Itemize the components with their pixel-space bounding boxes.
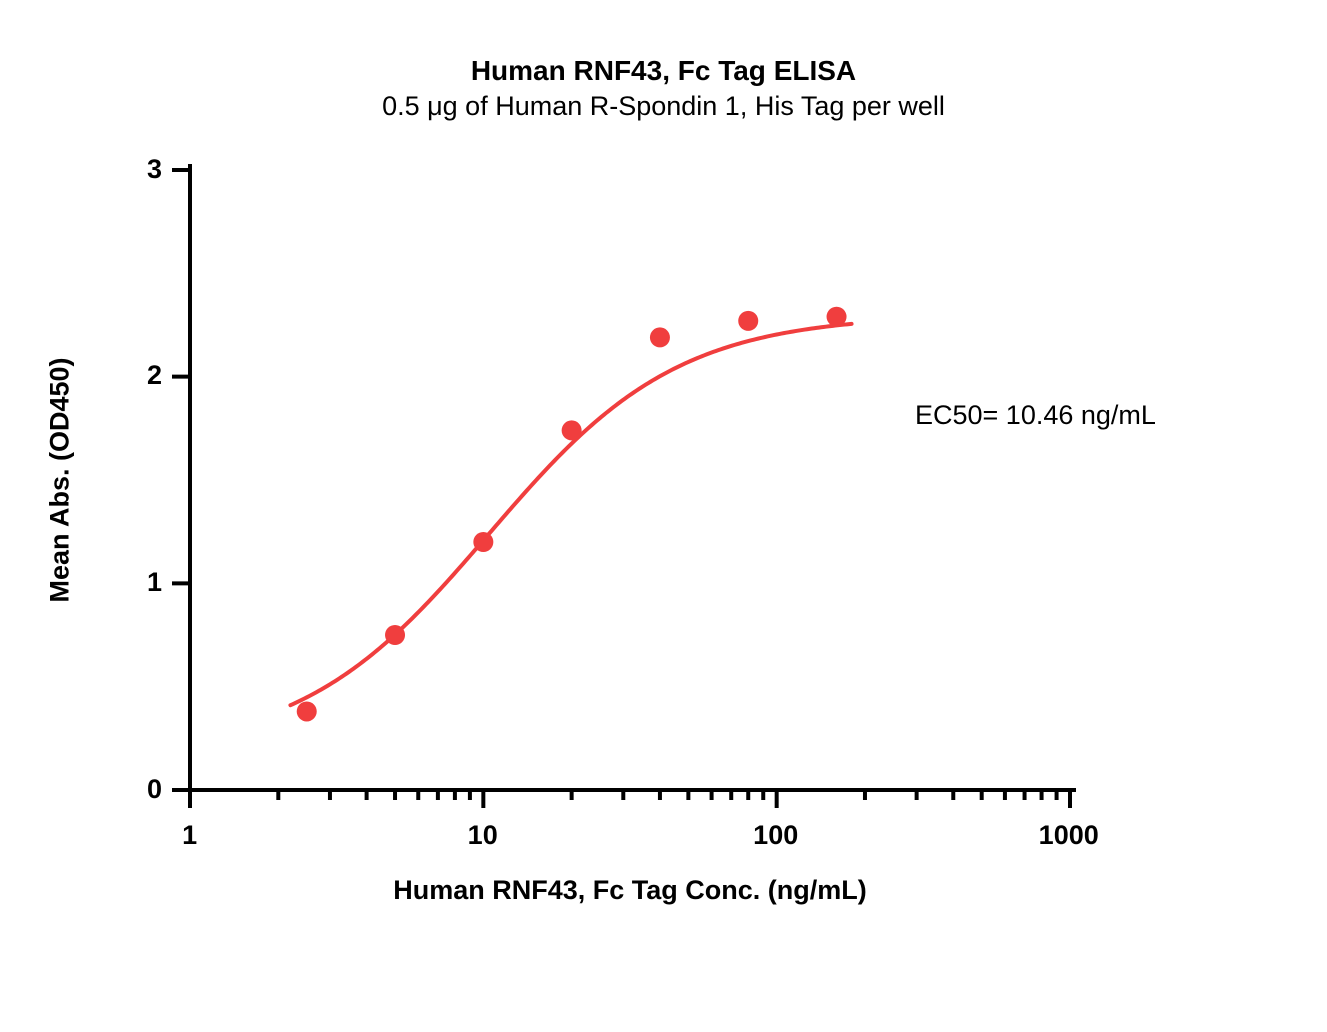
chart-container: Human RNF43, Fc Tag ELISA 0.5 μg of Huma… (0, 0, 1327, 1032)
y-tick-label: 1 (147, 567, 162, 598)
y-axis-label: Mean Abs. (OD450) (45, 357, 76, 602)
x-tick-label: 10 (468, 820, 498, 851)
y-tick-label: 2 (147, 360, 162, 391)
y-tick-label: 0 (147, 774, 162, 805)
ec50-annotation: EC50= 10.46 ng/mL (915, 400, 1156, 431)
x-tick-label: 1000 (1039, 820, 1099, 851)
x-tick-label: 100 (753, 820, 798, 851)
x-axis-label: Human RNF43, Fc Tag Conc. (ng/mL) (393, 875, 867, 906)
x-tick-label: 1 (182, 820, 197, 851)
y-tick-label: 3 (147, 154, 162, 185)
